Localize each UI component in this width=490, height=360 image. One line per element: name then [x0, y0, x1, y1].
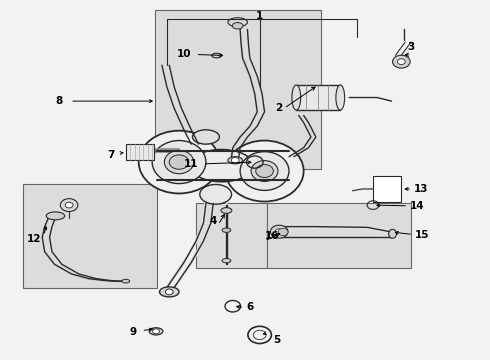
- Ellipse shape: [212, 53, 221, 58]
- Ellipse shape: [149, 328, 163, 335]
- Circle shape: [169, 155, 189, 169]
- Text: 1: 1: [256, 11, 263, 21]
- Ellipse shape: [228, 18, 247, 27]
- Bar: [267, 203, 411, 268]
- Ellipse shape: [190, 149, 253, 182]
- Circle shape: [392, 55, 410, 68]
- Circle shape: [165, 289, 173, 295]
- Circle shape: [256, 165, 273, 177]
- Circle shape: [397, 59, 405, 64]
- Text: 3: 3: [408, 42, 415, 52]
- Ellipse shape: [389, 229, 396, 238]
- Ellipse shape: [193, 130, 220, 144]
- Ellipse shape: [251, 161, 278, 181]
- Bar: [23, 184, 157, 288]
- Text: 15: 15: [415, 230, 429, 239]
- Ellipse shape: [46, 212, 65, 220]
- Circle shape: [60, 199, 78, 212]
- Circle shape: [275, 229, 283, 234]
- Circle shape: [270, 225, 288, 238]
- Text: 7: 7: [107, 150, 114, 160]
- Ellipse shape: [336, 85, 344, 110]
- Bar: [196, 203, 267, 268]
- Ellipse shape: [159, 287, 179, 297]
- Bar: [296, 85, 340, 110]
- Ellipse shape: [292, 85, 301, 110]
- Text: 12: 12: [26, 234, 41, 244]
- Text: 9: 9: [129, 327, 136, 337]
- Ellipse shape: [225, 140, 304, 202]
- Text: 13: 13: [414, 184, 428, 194]
- Text: 2: 2: [275, 103, 283, 113]
- Text: 8: 8: [56, 96, 63, 106]
- Ellipse shape: [164, 150, 194, 174]
- Ellipse shape: [139, 131, 220, 193]
- Ellipse shape: [122, 279, 130, 283]
- Circle shape: [153, 329, 159, 334]
- Text: 4: 4: [210, 216, 217, 226]
- Ellipse shape: [152, 140, 206, 184]
- Text: 16: 16: [265, 231, 279, 240]
- Bar: [155, 10, 321, 169]
- Text: 6: 6: [246, 302, 253, 312]
- Text: 11: 11: [184, 159, 198, 169]
- Ellipse shape: [228, 157, 243, 164]
- Text: 14: 14: [410, 201, 424, 211]
- Bar: [126, 144, 154, 160]
- Circle shape: [278, 228, 288, 235]
- Circle shape: [65, 202, 73, 208]
- Text: 5: 5: [273, 334, 280, 345]
- Ellipse shape: [222, 228, 231, 232]
- Bar: [373, 176, 401, 202]
- Ellipse shape: [240, 152, 289, 190]
- Ellipse shape: [222, 258, 231, 263]
- Ellipse shape: [221, 208, 232, 213]
- Ellipse shape: [232, 23, 243, 29]
- Text: 10: 10: [177, 49, 191, 59]
- Circle shape: [231, 157, 239, 163]
- Ellipse shape: [200, 184, 232, 204]
